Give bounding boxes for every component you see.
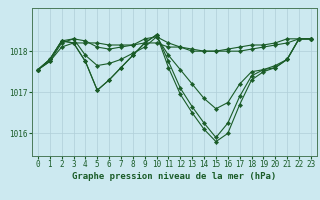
X-axis label: Graphe pression niveau de la mer (hPa): Graphe pression niveau de la mer (hPa) (72, 172, 276, 181)
